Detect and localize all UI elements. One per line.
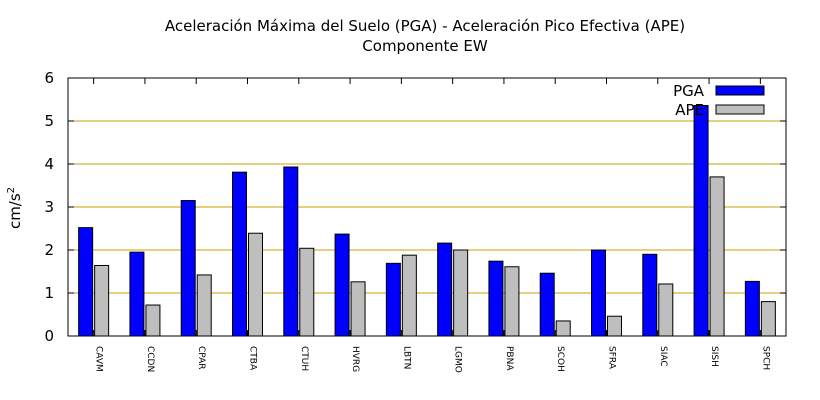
bar-pga-cavm: [78, 227, 94, 337]
bar-pga-lgmo: [437, 242, 453, 337]
y-tick-label: 4: [44, 155, 54, 173]
y-tick-label: 6: [44, 69, 54, 87]
bar-ape-ccdn: [145, 304, 161, 337]
y-tick-label: 1: [44, 284, 54, 302]
bar-ape-hvrg: [350, 281, 366, 337]
x-tick-label: SCOH: [555, 346, 565, 372]
x-tick-label: SISH: [709, 346, 719, 367]
bar-pga-siac: [642, 253, 658, 337]
bar-pga-ctba: [232, 171, 247, 337]
legend-label-pga: PGA: [673, 82, 705, 100]
bar-pga-ccdn: [129, 251, 145, 337]
grid: [68, 120, 786, 294]
bar-ape-lgmo: [453, 249, 469, 337]
bar-ape-spch: [760, 301, 776, 337]
bar-pga-lbtn: [385, 262, 401, 337]
chart-title: Aceleración Máxima del Suelo (PGA) - Ace…: [165, 17, 685, 35]
legend-label-ape: APE: [675, 101, 704, 119]
bar-ape-lbtn: [401, 254, 417, 337]
chart-subtitle: Componente EW: [362, 37, 488, 55]
bar-ape-sish: [709, 176, 725, 337]
plot-frame: [67, 77, 787, 337]
x-tick-label: CTUH: [299, 346, 309, 371]
legend-swatch-ape: [715, 104, 765, 115]
y-tick-label: 5: [44, 112, 54, 130]
x-tick-label: LGMO: [453, 346, 463, 373]
y-tick-label: 0: [44, 327, 54, 345]
x-tick-label: LBTN: [401, 346, 411, 369]
x-tick-label: CCDN: [145, 346, 155, 372]
x-tick-label: CAVM: [94, 346, 104, 372]
legend-swatch-pga: [715, 85, 765, 96]
bar-pga-pbna: [488, 260, 504, 337]
y-tick-label: 3: [44, 198, 54, 216]
bar-ape-ctuh: [299, 247, 315, 337]
bar-ape-siac: [658, 283, 674, 337]
x-tick-label: PBNA: [504, 346, 514, 371]
bar-pga-ctuh: [283, 166, 299, 337]
bar-pga-sish: [693, 105, 709, 337]
y-axis-label-unit: cm/s: [6, 193, 24, 229]
x-tick-label: SPCH: [760, 346, 770, 370]
y-tick-label: 2: [44, 241, 54, 259]
bar-pga-sfra: [591, 249, 606, 337]
x-tick-label: SFRA: [607, 346, 617, 370]
bar-ape-pbna: [504, 266, 520, 337]
bar-ape-scoh: [555, 320, 571, 337]
x-tick-label: CTBA: [248, 346, 258, 371]
x-tick-label: CPAR: [196, 346, 206, 370]
y-axis-label: cm/s2: [6, 187, 24, 229]
x-tick-label: HVRG: [350, 346, 360, 372]
y-axis-label-superscript: 2: [6, 187, 17, 193]
bar-ape-cpar: [196, 274, 212, 337]
bar-ape-ctba: [248, 232, 263, 337]
bar-ape-sfra: [607, 315, 622, 337]
x-tick-label: SIAC: [658, 346, 668, 367]
bar-pga-scoh: [539, 272, 555, 337]
bar-pga-cpar: [180, 200, 196, 337]
bars: [78, 105, 776, 337]
bar-pga-hvrg: [334, 233, 350, 337]
bar-pga-spch: [744, 280, 760, 337]
bar-ape-cavm: [94, 264, 110, 337]
x-axis: CAVM CCDN CPAR CTBA CTUH HVRG LBTN LGMO PBNA SCOH…: [93, 78, 770, 373]
